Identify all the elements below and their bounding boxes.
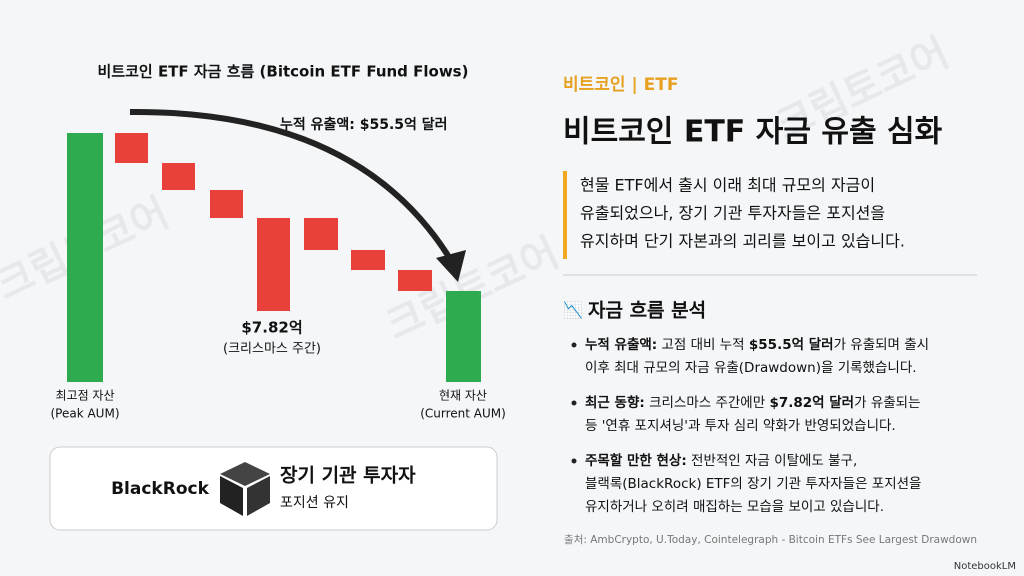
peak-label: 최고점 자산: [55, 389, 114, 403]
bullet-line: 블랙록(BlackRock) ETF의 장기 기관 투자자들은 포지션을: [585, 476, 921, 492]
outflow-bar: [210, 190, 243, 218]
bullet-run: $7.82억 달러: [769, 395, 854, 411]
summary-line: 현물 ETF에서 출시 이래 최대 규모의 자금이: [580, 176, 875, 195]
summary-line: 유지하며 단기 자본과의 괴리를 보이고 있습니다.: [580, 232, 905, 251]
source: 출처: AmbCrypto, U.Today, Cointelegraph - …: [564, 534, 977, 546]
peak-sub: (Peak AUM): [50, 407, 119, 421]
box-icon: [220, 462, 270, 516]
bullet-dot: [571, 400, 577, 406]
current-sub: (Current AUM): [420, 407, 506, 421]
waterfall: [67, 108, 481, 382]
card-subtitle: 포지션 유지: [280, 495, 349, 511]
footer: NotebookLM: [954, 561, 1016, 572]
bullet-line: 최근 동향: 크리스마스 주간에만 $7.82억 달러가 유출되는: [585, 394, 921, 411]
card: [49, 446, 498, 531]
bullet-run: $55.5억 달러: [749, 337, 834, 353]
current-label: 현재 자산: [439, 389, 487, 403]
bullet-line: 주목할 만한 현상: 전반적인 자금 이탈에도 불구,: [585, 452, 857, 469]
bullet-run: 크리스마스 주간에만: [645, 395, 770, 411]
bullet-run: 등 '연휴 포지셔닝'과 투자 심리 약화가 반영되었습니다.: [585, 418, 896, 434]
bullet-run: 주목할 만한 현상:: [585, 452, 687, 469]
bullet-dot: [571, 342, 577, 348]
bullet-run: 이후 최대 규모의 자금 유출(Drawdown)을 기록했습니다.: [585, 360, 917, 376]
outflow-bar: [398, 270, 432, 291]
headline: 비트코인 ETF 자금 유출 심화: [563, 115, 943, 150]
bullet-dot: [571, 458, 577, 464]
trend-arrow: [129, 108, 455, 264]
outflow-bar: [257, 218, 290, 311]
peak-bar: [67, 133, 103, 382]
bullet-line: 이후 최대 규모의 자금 유출(Drawdown)을 기록했습니다.: [585, 360, 917, 376]
outflow-bar: [162, 163, 195, 190]
bullet-run: 누적 유출액:: [585, 336, 657, 353]
bullet-line: 유지하거나 오히려 매집하는 모습을 보이고 있습니다.: [585, 499, 884, 515]
outflow-bar: [304, 218, 338, 250]
chart-title: 비트코인 ETF 자금 흐름 (Bitcoin ETF Fund Flows): [98, 63, 469, 81]
bullet-run: 최근 동향:: [585, 394, 645, 411]
current-bar: [446, 291, 481, 382]
bullet-run: 가 유출되는: [854, 395, 920, 411]
christmas-value: $7.82억: [241, 319, 302, 337]
accent-bar: [563, 171, 567, 259]
outflow-bar: [115, 133, 148, 163]
bullet-run: 블랙록(BlackRock) ETF의 장기 기관 투자자들은 포지션을: [585, 476, 921, 492]
bullet-run: 가 유출되며 출시: [834, 337, 930, 353]
bullet-line: 누적 유출액: 고점 대비 누적 $55.5억 달러가 유출되며 출시: [585, 336, 929, 353]
section-title: 자금 흐름 분석: [588, 300, 706, 322]
outflow-bar: [351, 250, 385, 270]
cumulative-label: 누적 유출액: $55.5억 달러: [280, 116, 448, 133]
bullet-line: 등 '연휴 포지셔닝'과 투자 심리 약화가 반영되었습니다.: [585, 418, 896, 434]
section-icon: 📉: [563, 301, 583, 320]
brand: BlackRock: [111, 479, 209, 499]
summary-line: 유출되었으나, 장기 기관 투자자들은 포지션을: [580, 204, 885, 223]
bullet-run: 전반적인 자금 이탈에도 불구,: [687, 453, 858, 469]
bullet-run: 고점 대비 누적: [657, 337, 749, 353]
card-title: 장기 기관 투자자: [280, 465, 416, 487]
bullet-run: 유지하거나 오히려 매집하는 모습을 보이고 있습니다.: [585, 499, 884, 515]
christmas-note: (크리스마스 주간): [223, 342, 321, 357]
tag: 비트코인 | ETF: [563, 75, 678, 95]
arrow-head: [436, 250, 466, 282]
